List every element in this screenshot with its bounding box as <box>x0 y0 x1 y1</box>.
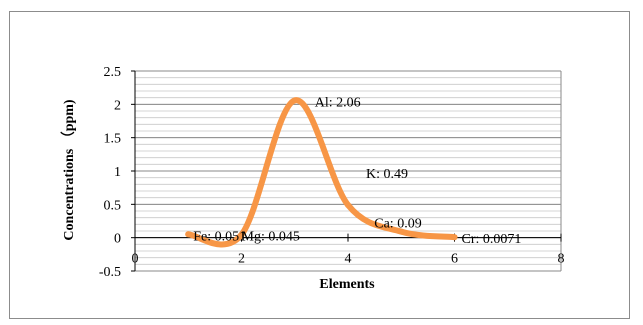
x-tick-label: 0 <box>132 252 139 267</box>
data-point <box>451 234 458 241</box>
y-tick-label: 1.5 <box>104 132 122 147</box>
y-tick-label: 1 <box>114 165 121 180</box>
tick-labels: -0.5 0 0.5 1 1.5 2 2.5 0 2 4 6 8 <box>99 65 565 280</box>
x-tick-label: 8 <box>558 252 565 267</box>
data-label: Ca: 0.09 <box>374 217 421 232</box>
data-point <box>345 202 351 208</box>
y-tick-label: 2.5 <box>104 65 122 80</box>
y-axis-title: Concentrations （ppm) <box>61 99 77 241</box>
y-tick-label: -0.5 <box>99 265 121 280</box>
x-tick-label: 4 <box>345 252 352 267</box>
data-point <box>238 231 245 238</box>
x-axis-title: Elements <box>319 277 375 292</box>
series <box>185 97 458 248</box>
data-label: K: 0.49 <box>366 167 408 182</box>
y-tick-label: 0 <box>114 232 121 247</box>
chart-frame <box>9 11 630 319</box>
data-point <box>185 231 192 238</box>
y-tick-label: 2 <box>114 98 121 113</box>
data-point <box>291 97 298 104</box>
data-label: Cr: 0.0071 <box>462 232 522 247</box>
data-label: Al: 2.06 <box>315 95 361 110</box>
data-label: Fe: 0.051 <box>193 229 246 244</box>
x-tick-label: 6 <box>451 252 458 267</box>
x-tick-label: 2 <box>238 252 245 267</box>
data-label: Mg: 0.045 <box>242 230 300 245</box>
y-tick-label: 0.5 <box>104 198 122 213</box>
data-point <box>398 228 405 235</box>
